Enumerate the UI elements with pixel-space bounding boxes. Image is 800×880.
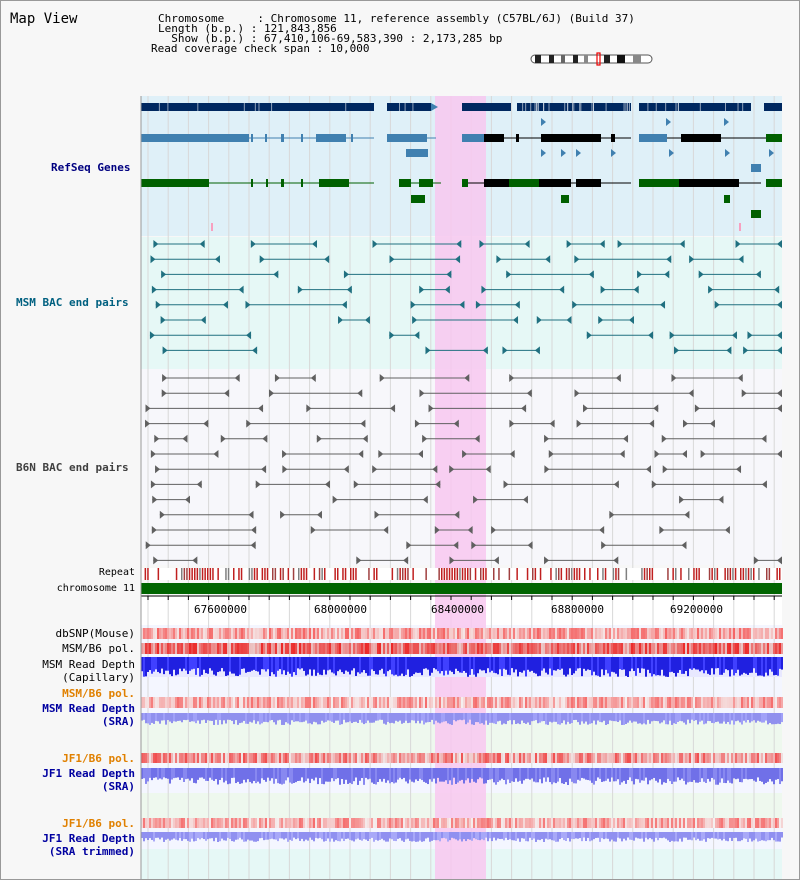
axis-tick-label: 69200000 xyxy=(670,603,723,616)
b6n-bac-label[interactable]: B6N BAC end pairs xyxy=(16,461,129,474)
selection-highlight[interactable] xyxy=(435,96,486,879)
header-show: Show (b.p.) : 67,410,106-69,583,390 : 2,… xyxy=(158,32,503,45)
heatmap-tracks[interactable] xyxy=(141,628,783,842)
header-chromosome: Chromosome : Chromosome 11, reference as… xyxy=(158,12,635,25)
chromosome-ideogram[interactable] xyxy=(530,52,653,66)
msm-depth-sra-sub-label: (SRA) xyxy=(101,715,135,728)
repeat-track[interactable] xyxy=(141,568,782,580)
msm-depth-capillary-sub-label: (Capillary) xyxy=(62,671,135,684)
jf1-depth-sub-label: (SRA) xyxy=(101,780,135,793)
msm-depth-capillary-label: MSM Read Depth xyxy=(42,658,135,671)
msm-bac-label[interactable]: MSM BAC end pairs xyxy=(16,296,129,309)
chromosome-label: chromosome 11 xyxy=(56,583,135,594)
chromosome-bar[interactable] xyxy=(141,583,782,594)
msm-pol-label: MSM/B6 pol. xyxy=(62,642,135,655)
msm-depth-sra-label: MSM Read Depth xyxy=(42,702,135,715)
jf1-pol-label: JF1/B6 pol. xyxy=(62,752,135,765)
axis-tick-label: 68400000 xyxy=(431,603,484,616)
msm-bac-pairs-track[interactable] xyxy=(149,240,782,355)
axis-tick-label: 67600000 xyxy=(194,603,247,616)
refseq-genes-track[interactable] xyxy=(141,103,782,231)
axis-tick-label: 68800000 xyxy=(551,603,604,616)
dbsnp-label: dbSNP(Mouse) xyxy=(55,627,135,640)
jf1-depth-label: JF1 Read Depth xyxy=(42,767,135,780)
b6n-bac-pairs-track[interactable] xyxy=(145,374,782,565)
axis-tick-label: 68000000 xyxy=(314,603,367,616)
jf1-trim-depth-label: JF1 Read Depth xyxy=(42,832,135,845)
repeat-label: Repeat xyxy=(98,567,135,578)
coordinate-axis xyxy=(141,595,782,600)
jf1-pol-trim-label: JF1/B6 pol. xyxy=(62,817,135,830)
header-length: Length (b.p.) : 121,843,856 xyxy=(158,22,337,35)
header-coverage-span: Read coverage check span : 10,000 xyxy=(151,42,370,55)
msm-pol-sra-label: MSM/B6 pol. xyxy=(62,687,135,700)
jf1-trim-depth-sub-label: (SRA trimmed) xyxy=(48,845,135,858)
page-title: Map View xyxy=(10,11,78,27)
refseq-genes-label[interactable]: RefSeq Genes xyxy=(51,161,131,174)
